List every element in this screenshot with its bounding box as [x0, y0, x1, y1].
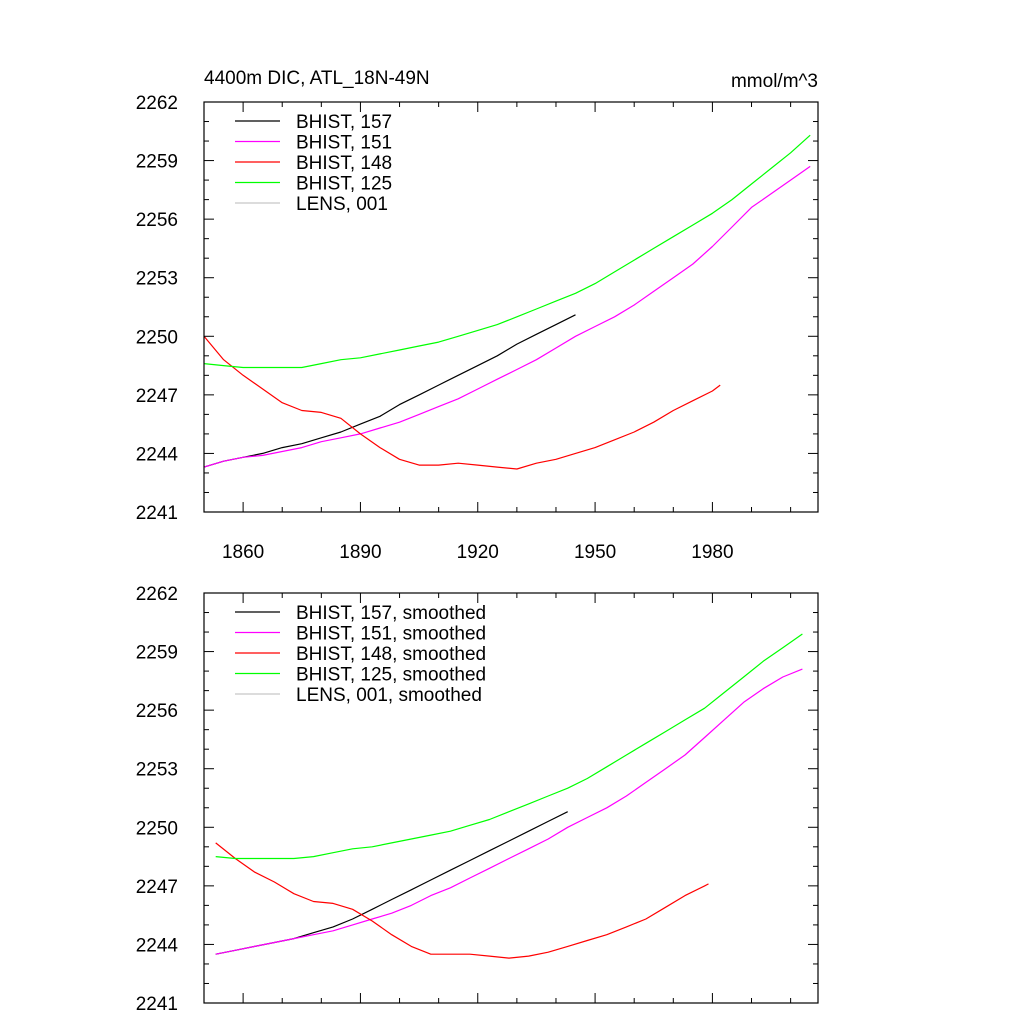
y-tick-label: 2253 [136, 269, 178, 290]
x-tick-label: 1980 [691, 542, 733, 563]
series-line-2 [215, 842, 709, 959]
legend-label: BHIST, 151, smoothed [296, 624, 486, 645]
legend-label: LENS, 001 [296, 194, 388, 215]
y-tick-label: 2244 [136, 935, 179, 956]
y-tick-label: 2250 [136, 327, 178, 348]
x-tick-label: 1890 [339, 542, 381, 563]
y-tick-label: 2250 [136, 818, 178, 839]
x-tick-label: 1950 [574, 542, 616, 563]
legend-label: BHIST, 125, smoothed [296, 665, 486, 686]
bottom-panel-ticks: 2241 2244 2247 2250 2253 2256 2259 2262 [136, 584, 818, 1015]
bottom-panel: 2241 2244 2247 2250 2253 2256 2259 2262 BHIST, … [136, 584, 819, 1015]
y-tick-label: 2241 [136, 503, 178, 524]
legend-label: BHIST, 125 [296, 174, 392, 195]
series-line-1 [203, 165, 811, 468]
y-tick-label: 2262 [136, 584, 178, 605]
legend-label: BHIST, 157 [296, 112, 392, 133]
top-panel-units: mmol/m^3 [731, 71, 818, 92]
y-tick-label: 2256 [136, 701, 178, 722]
legend-label: LENS, 001, smoothed [296, 685, 482, 706]
top-panel: 2241 2244 2247 2250 2253 2256 2259 2262 1860 1890… [136, 68, 819, 563]
x-tick-label: 1860 [222, 542, 264, 563]
legend-label: BHIST, 151 [296, 133, 392, 154]
top-panel-frame [203, 101, 819, 513]
series-line-3 [203, 134, 811, 369]
top-panel-ticks: 2241 2244 2247 2250 2253 2256 2259 2262 1860 1890… [136, 93, 818, 563]
bottom-panel-series [215, 633, 803, 959]
bottom-panel-frame [203, 592, 819, 1004]
y-tick-label: 2259 [136, 643, 178, 664]
legend-label: BHIST, 148 [296, 153, 392, 174]
y-tick-label: 2247 [136, 877, 178, 898]
top-panel-series [203, 134, 811, 470]
y-tick-label: 2247 [136, 386, 178, 407]
series-line-0 [203, 314, 576, 468]
top-panel-title: 4400m DIC, ATL_18N-49N [204, 68, 430, 89]
y-tick-label: 2262 [136, 93, 178, 114]
legend-label: BHIST, 148, smoothed [296, 644, 486, 665]
y-tick-label: 2244 [136, 444, 179, 465]
series-line-1 [215, 668, 803, 955]
series-line-3 [215, 633, 803, 860]
series-line-2 [203, 335, 721, 470]
y-tick-label: 2256 [136, 210, 178, 231]
legend-label: BHIST, 157, smoothed [296, 603, 486, 624]
x-tick-label: 1920 [457, 542, 499, 563]
y-tick-label: 2259 [136, 152, 178, 173]
y-tick-label: 2241 [136, 994, 178, 1015]
y-tick-label: 2253 [136, 760, 178, 781]
